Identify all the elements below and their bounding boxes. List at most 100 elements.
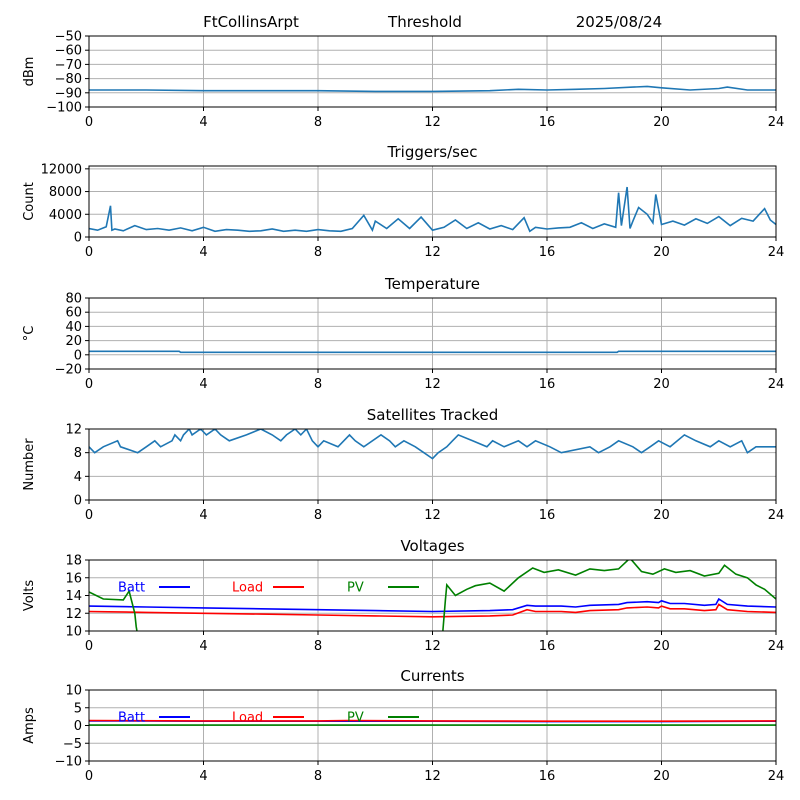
x-tick-label: 4 <box>199 508 207 523</box>
y-axis-label: Count <box>22 182 37 221</box>
y-tick-label: 80 <box>65 292 82 307</box>
x-tick-label: 24 <box>768 769 785 784</box>
subplot-title: Currents <box>400 667 464 685</box>
y-axis-label: Amps <box>22 707 37 744</box>
x-tick-label: 0 <box>85 508 93 523</box>
legend-label-batt: Batt <box>118 711 145 726</box>
series-line-temperature-0 <box>89 350 776 354</box>
y-tick-label: −20 <box>55 363 82 378</box>
subplot-title: Temperature <box>384 275 480 293</box>
series-line-batt <box>89 597 776 613</box>
y-tick-label: 18 <box>65 554 82 569</box>
subplot-title: Satellites Tracked <box>367 406 498 424</box>
x-tick-label: 12 <box>424 639 441 654</box>
subplot-triggers: 0 4 8 12 16 20 24 0 4000 8000 12000 Count Triggers/s… <box>22 143 784 260</box>
y-tick-label: 0 <box>74 494 82 509</box>
subplot-currents: 0 4 8 12 16 20 24 −10 −5 0 5 10 Amps Currents Batt Load… <box>22 667 784 784</box>
y-tick-label: 8 <box>74 446 82 461</box>
subplot-satellites: 0 4 8 12 16 20 24 0 4 8 12 Number Satellites Tracked <box>22 406 784 523</box>
x-tick-label: 4 <box>199 639 207 654</box>
series-line-satellites-0 <box>89 429 776 460</box>
y-tick-label: 0 <box>74 719 82 734</box>
y-tick-label: 10 <box>65 684 82 699</box>
y-tick-label: 0 <box>74 348 82 363</box>
subplot-voltages: 0 4 8 12 16 20 24 10 12 14 16 18 Volts Voltages Batt Lo… <box>22 537 784 654</box>
y-tick-label: −70 <box>55 58 82 73</box>
x-tick-label: 12 <box>424 769 441 784</box>
y-tick-label: 60 <box>65 306 82 321</box>
y-tick-label: 8000 <box>49 185 82 200</box>
x-tick-label: 16 <box>539 769 556 784</box>
subplot-title: Voltages <box>400 537 464 555</box>
y-tick-label: 12 <box>65 423 82 438</box>
x-tick-label: 0 <box>85 639 93 654</box>
x-tick-label: 16 <box>539 245 556 260</box>
series-line-threshold-0 <box>89 85 776 93</box>
x-tick-label: 20 <box>653 769 670 784</box>
y-tick-label: 20 <box>65 334 82 349</box>
x-tick-label: 20 <box>653 245 670 260</box>
legend-label-pv: PV <box>347 581 364 596</box>
y-tick-label: −10 <box>55 755 82 770</box>
y-tick-label: −50 <box>55 30 82 45</box>
x-tick-label: 12 <box>424 115 441 130</box>
header-mode: Threshold <box>387 13 462 31</box>
y-axis-label: dBm <box>22 57 37 87</box>
x-tick-label: 12 <box>424 508 441 523</box>
x-tick-label: 24 <box>768 115 785 130</box>
y-tick-label: −90 <box>55 86 82 101</box>
y-tick-label: 4000 <box>49 208 82 223</box>
series-line-triggers-0 <box>89 186 776 233</box>
x-tick-label: 24 <box>768 639 785 654</box>
x-tick-label: 0 <box>85 769 93 784</box>
y-tick-label: −80 <box>55 72 82 87</box>
x-tick-label: 24 <box>768 245 785 260</box>
series-line-load <box>89 719 776 723</box>
y-tick-label: 12 <box>65 607 82 622</box>
x-tick-label: 8 <box>314 639 322 654</box>
x-tick-label: 16 <box>539 639 556 654</box>
header-station: FtCollinsArpt <box>203 13 299 31</box>
y-axis-label: Volts <box>22 580 37 612</box>
x-tick-label: 0 <box>85 115 93 130</box>
x-tick-label: 8 <box>314 508 322 523</box>
x-tick-label: 16 <box>539 377 556 392</box>
y-tick-label: 40 <box>65 320 82 335</box>
x-tick-label: 8 <box>314 377 322 392</box>
y-tick-label: 4 <box>74 470 82 485</box>
header-date: 2025/08/24 <box>576 13 662 31</box>
x-tick-label: 16 <box>539 508 556 523</box>
x-tick-label: 0 <box>85 245 93 260</box>
x-tick-label: 0 <box>85 377 93 392</box>
y-tick-label: −60 <box>55 44 82 59</box>
series-line-pv <box>89 560 776 631</box>
x-tick-label: 8 <box>314 769 322 784</box>
x-tick-label: 4 <box>199 377 207 392</box>
x-tick-label: 12 <box>424 377 441 392</box>
x-tick-label: 16 <box>539 115 556 130</box>
subplot-threshold: 0 4 8 12 16 20 24 −100−90−80−70−60−50 dBm <box>22 30 784 131</box>
y-tick-label: −5 <box>63 737 82 752</box>
y-tick-label: 16 <box>65 571 82 586</box>
x-tick-label: 12 <box>424 245 441 260</box>
y-tick-label: 10 <box>65 625 82 640</box>
x-tick-label: 20 <box>653 115 670 130</box>
x-tick-label: 8 <box>314 115 322 130</box>
legend-label-batt: Batt <box>118 581 145 596</box>
x-tick-label: 4 <box>199 245 207 260</box>
x-tick-label: 4 <box>199 115 207 130</box>
x-tick-label: 20 <box>653 377 670 392</box>
y-tick-label: 14 <box>65 589 82 604</box>
y-tick-label: 12000 <box>41 162 82 177</box>
x-tick-label: 4 <box>199 769 207 784</box>
y-tick-label: −100 <box>46 101 82 116</box>
legend-label-load: Load <box>232 711 263 726</box>
x-tick-label: 24 <box>768 377 785 392</box>
x-tick-label: 20 <box>653 508 670 523</box>
series-line-load <box>89 603 776 618</box>
x-tick-label: 8 <box>314 245 322 260</box>
legend-label-pv: PV <box>347 711 364 726</box>
